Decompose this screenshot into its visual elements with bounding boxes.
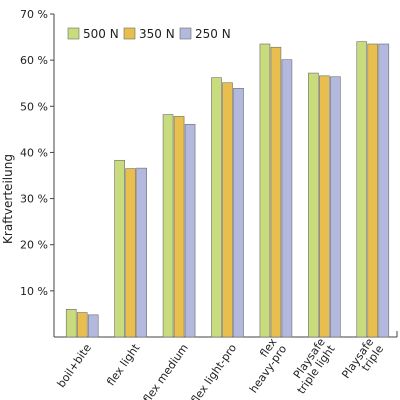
category-label-line: flex medium [141, 342, 191, 400]
category-label: Playsafetriple [339, 336, 386, 388]
bar [87, 314, 99, 338]
category-label: flex medium [141, 342, 191, 400]
y-tick-label: 60 % [20, 54, 48, 67]
y-tick-label: 50 % [20, 100, 48, 113]
y-tick-label: 30 % [20, 193, 48, 206]
legend-label: 250 N [195, 27, 231, 41]
bar [281, 59, 293, 338]
axes: 10 % 20 % 30 % 40 % 50 % 60 % 70 % [20, 8, 398, 338]
bar [114, 159, 125, 338]
y-tick-label: 70 % [20, 8, 48, 21]
bar [136, 167, 147, 338]
bars [65, 41, 390, 338]
legend-swatch [67, 27, 80, 40]
bar [211, 77, 222, 338]
category-label: flexheavy-pro [237, 335, 289, 395]
y-tick-label: 20 % [20, 239, 48, 252]
y-axis-title: Kraftverteilung [1, 154, 15, 244]
bar [162, 114, 174, 338]
legend-label: 350 N [139, 27, 175, 41]
bar [233, 87, 244, 338]
category-label: boil+bite [55, 341, 95, 390]
category-label-line: boil+bite [55, 341, 95, 390]
bar [259, 43, 271, 338]
y-tick-label: 40 % [20, 146, 48, 159]
bar [125, 168, 136, 338]
bar [76, 312, 88, 338]
legend-swatch [123, 27, 136, 40]
bar [330, 76, 341, 338]
bar [308, 72, 319, 338]
bar [367, 43, 379, 338]
category-label: flex light [104, 341, 143, 388]
bar [378, 43, 390, 338]
bar [356, 41, 368, 338]
legend-swatch [179, 27, 192, 40]
bar [222, 82, 233, 338]
y-tick-label: 10 % [20, 285, 48, 298]
bar [173, 116, 185, 338]
bar [184, 123, 196, 338]
category-label-line: flex light-pro [189, 341, 240, 400]
bar [270, 46, 282, 338]
category-label: flex light-pro [189, 341, 240, 400]
legend-label: 500 N [83, 27, 119, 41]
category-label-line: flex light [104, 341, 143, 388]
category-label: Playsafetriple light [285, 335, 338, 396]
legend: 500 N 350 N 250 N [67, 27, 231, 41]
bar [65, 309, 77, 338]
bar [319, 75, 330, 338]
